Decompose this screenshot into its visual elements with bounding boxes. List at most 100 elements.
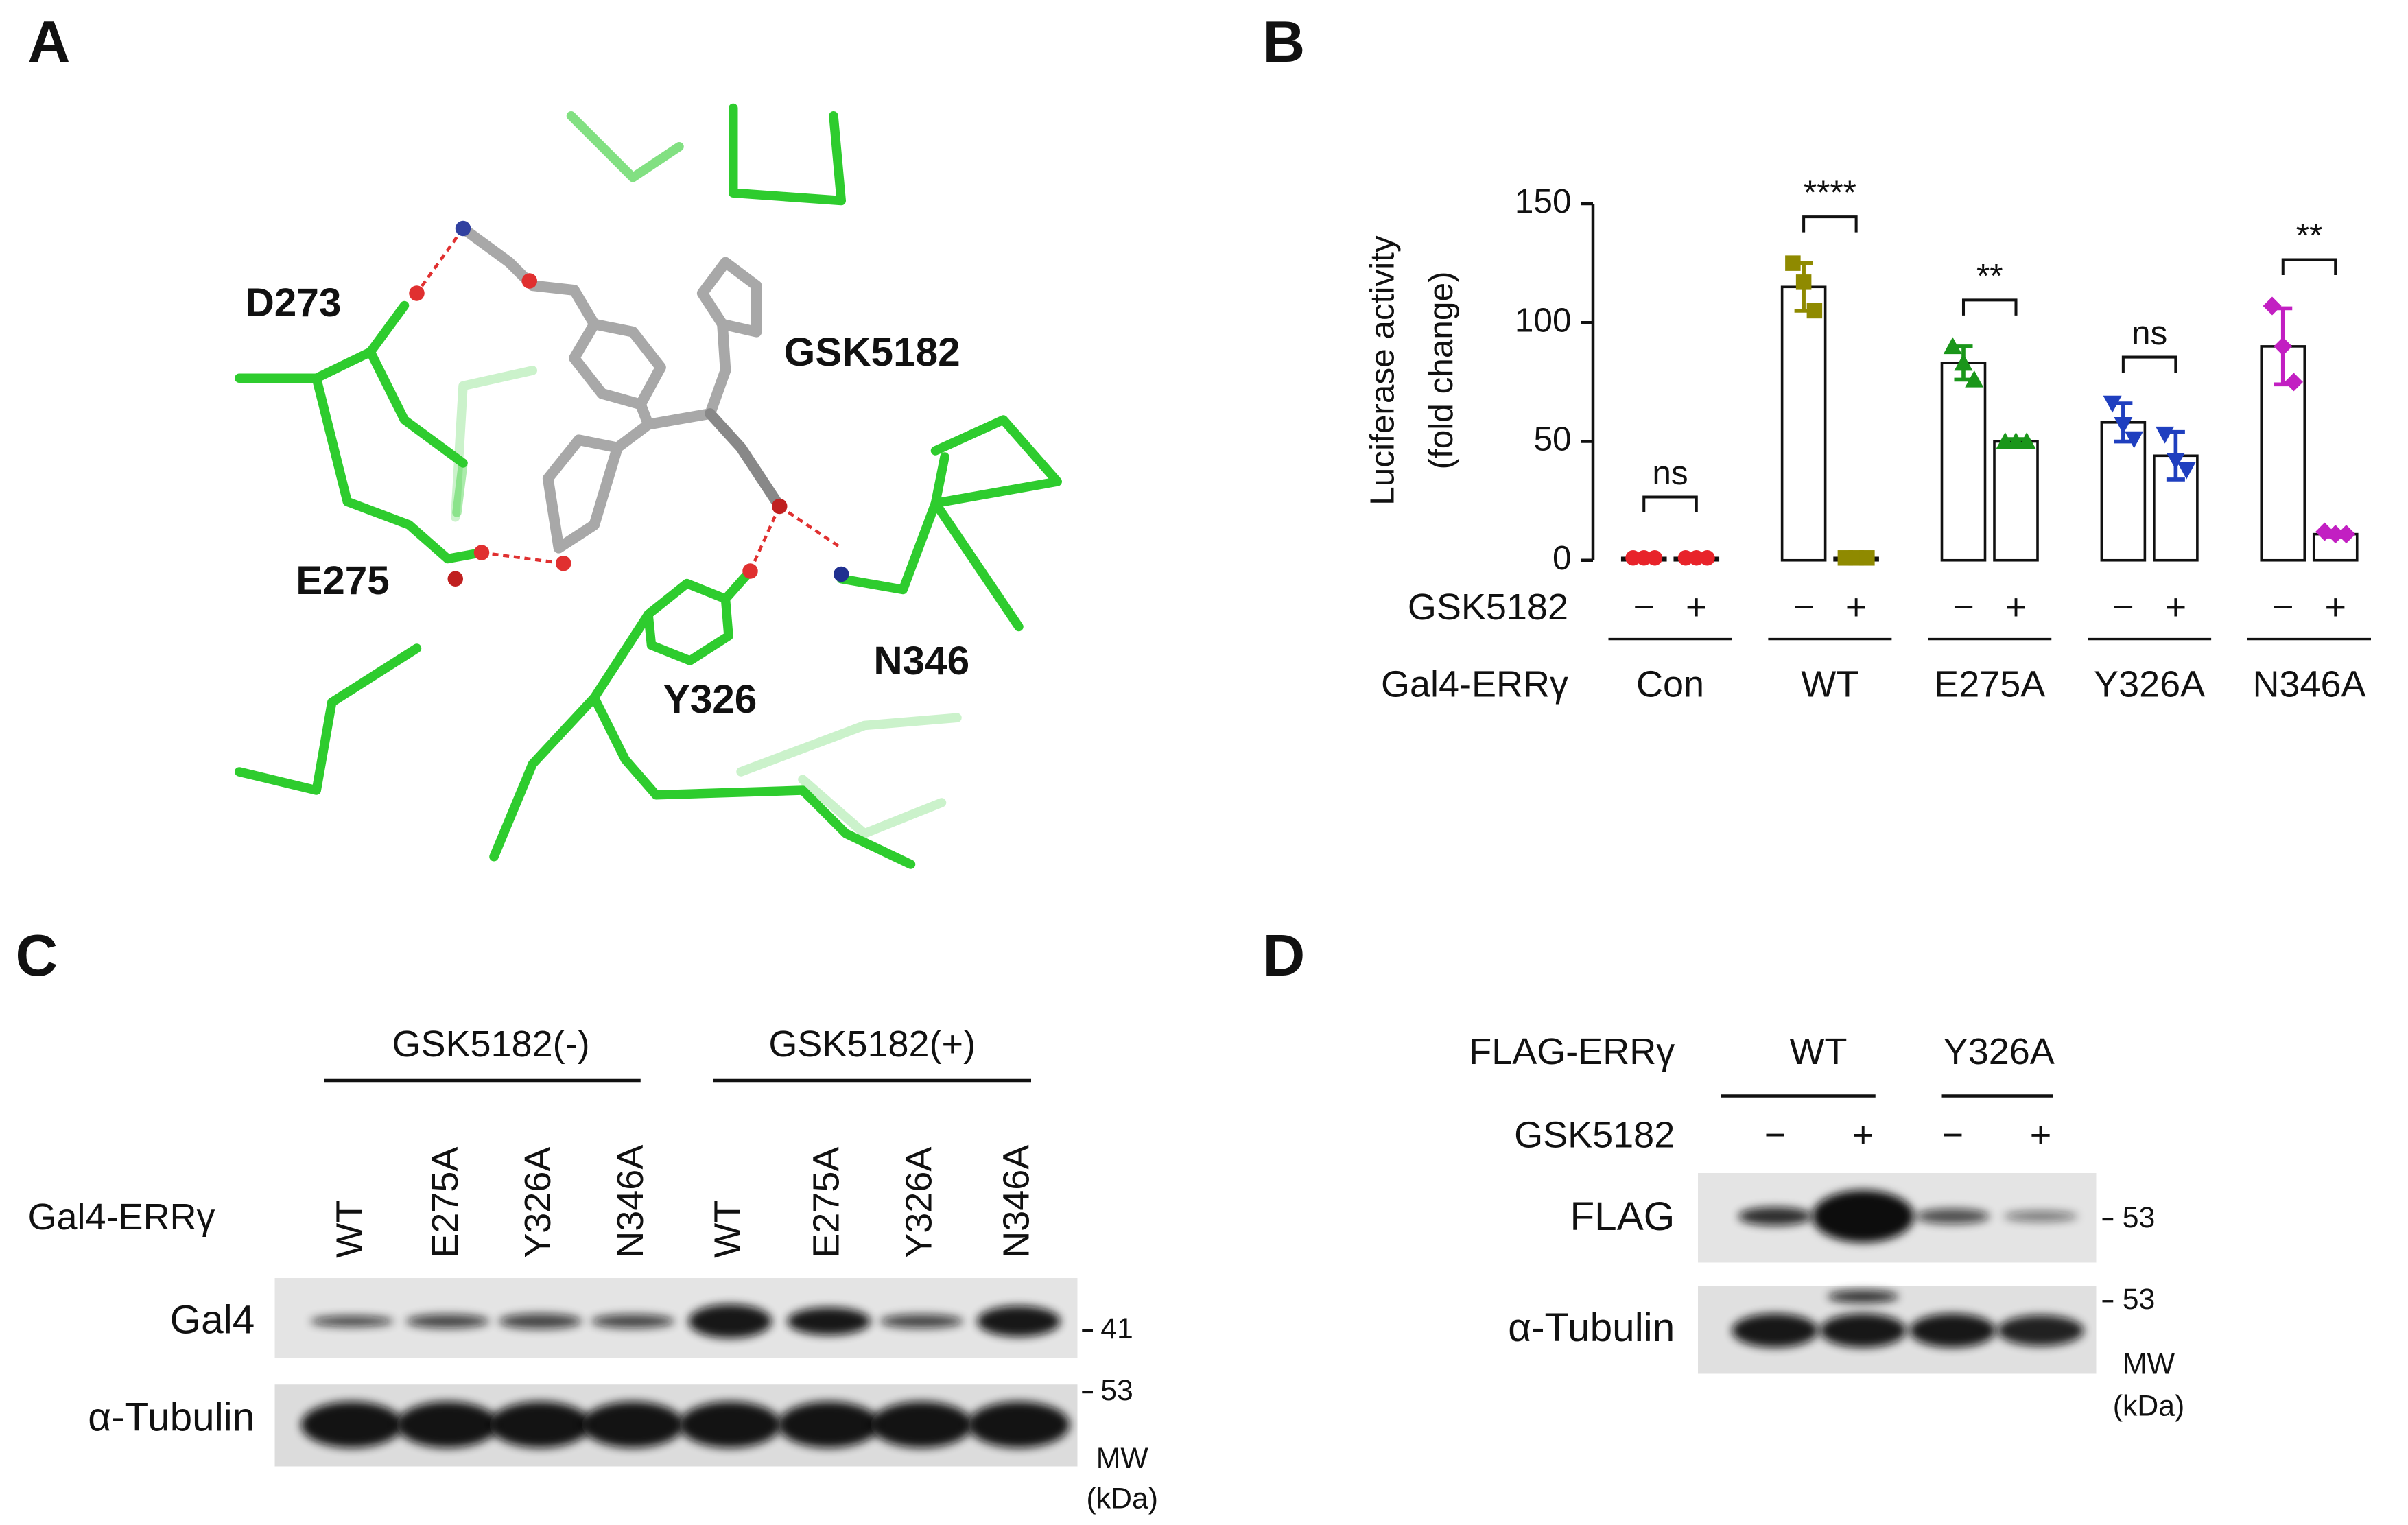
data-point: [2274, 337, 2293, 356]
significance-bracket: [2281, 258, 2337, 275]
band: [778, 1402, 880, 1448]
atom: [772, 498, 788, 515]
residue-label: D273: [246, 281, 342, 325]
ligand-ring: [542, 418, 654, 554]
lane-label: WT: [707, 1201, 748, 1258]
structure-view: [235, 103, 1062, 869]
group-label: WT: [1801, 664, 1858, 705]
h-bond: [778, 505, 842, 549]
group-label: E275A: [1934, 664, 2045, 705]
band: [679, 1402, 781, 1448]
treatment-label: −: [2112, 587, 2134, 628]
panel-letter: C: [16, 923, 58, 989]
lane-label: N346A: [610, 1145, 651, 1258]
data-point: [2326, 525, 2345, 544]
row-header: Gal4-ERRγ: [28, 1196, 215, 1238]
atom: [521, 273, 537, 289]
data-point: [2156, 426, 2175, 444]
row-label: GSK5182: [1408, 587, 1568, 628]
data-point: [1646, 550, 1663, 566]
mw-label: (kDa): [1087, 1482, 1159, 1515]
band: [1828, 1290, 1899, 1303]
group-label: Con: [1636, 664, 1704, 705]
group-header: Y326A: [1944, 1031, 2055, 1072]
treatment-label: −: [1952, 587, 1974, 628]
band: [1738, 1207, 1813, 1226]
tyr-ring: [644, 578, 733, 665]
treatment-label: −: [1793, 587, 1815, 628]
band: [871, 1402, 973, 1448]
treatment-label: +: [2165, 587, 2187, 628]
h-bond: [748, 506, 781, 572]
data-point: [2125, 431, 2144, 449]
panel-letter: B: [1263, 10, 1306, 75]
ligand-ring: [569, 318, 666, 410]
lane-label: E275A: [425, 1147, 466, 1258]
backbone: [729, 103, 846, 206]
backbone: [736, 713, 962, 777]
blot-label: α-Tubulin: [88, 1395, 255, 1439]
h-bond: [481, 551, 564, 565]
panel-letter: A: [28, 10, 71, 75]
data-point: [1699, 550, 1715, 566]
panel-letter: D: [1263, 923, 1306, 989]
band: [582, 1402, 684, 1448]
bar: [1940, 362, 1987, 562]
data-point: [2285, 373, 2303, 392]
y-axis-label: Luciferase activity: [1363, 235, 1401, 506]
band: [1812, 1190, 1914, 1243]
y-tick-label: 50: [1533, 421, 1571, 458]
band: [1909, 1313, 1996, 1348]
lane-label: N346A: [995, 1145, 1037, 1258]
backbone: [235, 373, 486, 564]
significance-label: ns: [1652, 454, 1688, 492]
significance-bracket: [1802, 215, 1858, 233]
backbone: [451, 366, 537, 522]
band: [880, 1314, 963, 1329]
blot-label: α-Tubulin: [1508, 1305, 1675, 1350]
data-point: [1954, 353, 1973, 371]
treatment-label: +: [1852, 1115, 1874, 1156]
data-point: [1785, 255, 1801, 271]
data-point: [1677, 550, 1694, 566]
backbone: [235, 643, 422, 795]
residue-label: E275: [296, 558, 390, 603]
backbone: [452, 458, 468, 517]
data-point: [1965, 370, 1984, 388]
backbone: [930, 498, 1024, 632]
data-point: [1943, 337, 1962, 355]
lane-label: E275A: [806, 1147, 847, 1258]
group-label: Y326A: [2094, 664, 2205, 705]
mw-marker: 53: [2123, 1283, 2156, 1316]
y-tick-label: 100: [1515, 301, 1572, 339]
mw-marker: 53: [2123, 1201, 2156, 1234]
atom: [409, 285, 425, 301]
treatment-label: −: [2272, 587, 2294, 628]
band: [787, 1307, 871, 1336]
band: [1732, 1313, 1819, 1348]
atom: [834, 566, 849, 582]
treatment-label: −: [1633, 587, 1655, 628]
data-point: [2177, 462, 2196, 480]
ligand-ring: [696, 257, 762, 338]
backbone: [836, 452, 949, 595]
data-point: [2114, 416, 2133, 434]
atom: [556, 556, 571, 571]
significance-bracket: [1642, 495, 1698, 512]
data-point: [1625, 550, 1641, 566]
data-point: [1688, 550, 1704, 566]
band: [300, 1402, 403, 1448]
treatment-label: +: [2030, 1115, 2052, 1156]
bar: [1780, 285, 1827, 562]
lane-label: Y326A: [899, 1147, 940, 1258]
atom: [473, 545, 490, 560]
lane-label: WT: [329, 1201, 370, 1258]
backbone: [566, 111, 684, 182]
data-point: [1806, 303, 1823, 319]
significance-label: **: [2296, 217, 2323, 255]
band: [977, 1305, 1061, 1337]
group-label: N346A: [2252, 664, 2365, 705]
significance-label: ****: [1804, 174, 1856, 212]
residue-label: Y326: [663, 677, 757, 722]
band: [2003, 1211, 2078, 1222]
